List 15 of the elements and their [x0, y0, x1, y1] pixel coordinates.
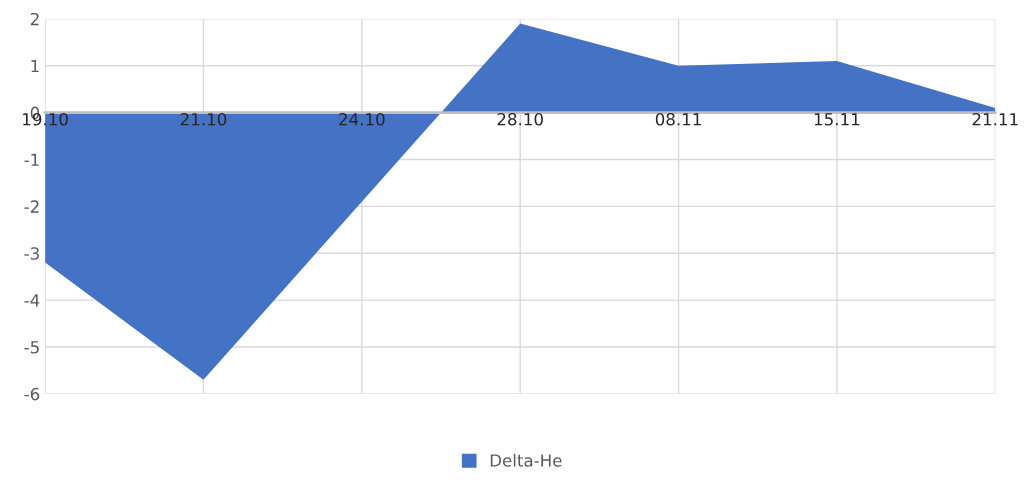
y-tick-label: -1 — [24, 153, 39, 166]
legend-label: Delta-He — [490, 453, 562, 467]
x-tick-label: 15.11 — [814, 113, 860, 126]
x-tick-label: 21.11 — [972, 112, 1018, 126]
x-tick-label: 21.10 — [180, 112, 227, 126]
x-tick-label: 24.10 — [339, 112, 385, 126]
y-tick-label: -6 — [24, 387, 40, 401]
y-tick-label: 2 — [30, 12, 39, 26]
y-tick-label: -2 — [24, 200, 39, 213]
y-tick-label: -3 — [24, 247, 39, 260]
x-tick-label: 28.10 — [497, 112, 543, 126]
y-tick-label: -5 — [24, 341, 39, 354]
y-tick-label: -4 — [24, 294, 40, 307]
x-tick-label: 08.11 — [655, 112, 701, 126]
y-tick-label: 1 — [31, 59, 39, 73]
